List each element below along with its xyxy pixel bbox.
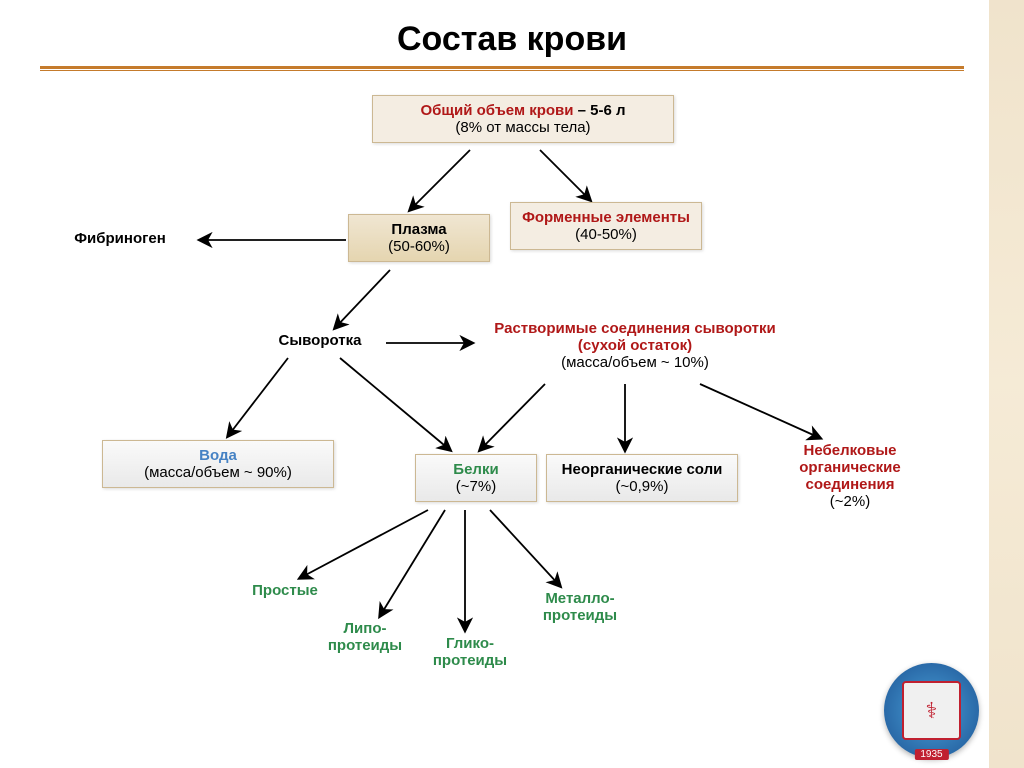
node-simple-title: Простые bbox=[230, 582, 340, 599]
node-water-sub: (масса/объем ~ 90%) bbox=[113, 464, 323, 481]
node-nonprotein-sub: (~2%) bbox=[760, 493, 940, 510]
node-nonprotein: Небелковые органические соединения(~2%) bbox=[760, 442, 940, 510]
node-proteins-sub: (~7%) bbox=[426, 478, 526, 495]
node-total-sub: (8% от массы тела) bbox=[383, 119, 663, 136]
institution-logo: ⚕ 1935 bbox=[884, 663, 979, 758]
title-rule bbox=[40, 66, 964, 71]
node-salts: Неорганические соли(~0,9%) bbox=[546, 454, 738, 502]
node-metallo-title: Металло-протеиды bbox=[520, 590, 640, 624]
node-formed: Форменные элементы(40-50%) bbox=[510, 202, 702, 250]
node-salts-title: Неорганические соли bbox=[557, 461, 727, 478]
node-proteins-title: Белки bbox=[426, 461, 526, 478]
node-soluble-title: Растворимые соединения сыворотки (сухой … bbox=[475, 320, 795, 354]
node-fibrinogen-title: Фибриноген bbox=[45, 230, 195, 247]
node-formed-title: Форменные элементы bbox=[521, 209, 691, 226]
node-fibrinogen: Фибриноген bbox=[45, 230, 195, 247]
node-metallo: Металло-протеиды bbox=[520, 590, 640, 624]
arrow-serum-to-water bbox=[228, 358, 288, 436]
arrow-soluble-to-proteins bbox=[480, 384, 545, 450]
node-lipo-title: Липо-протеиды bbox=[310, 620, 420, 654]
node-serum: Сыворотка bbox=[260, 332, 380, 349]
logo-year: 1935 bbox=[914, 749, 948, 760]
arrow-serum-to-proteins bbox=[340, 358, 450, 450]
node-serum-title: Сыворотка bbox=[260, 332, 380, 349]
node-plasma-title: Плазма bbox=[359, 221, 479, 238]
node-simple: Простые bbox=[230, 582, 340, 599]
node-total-title: Общий объем крови – 5-6 л bbox=[383, 102, 663, 119]
node-lipo: Липо-протеиды bbox=[310, 620, 420, 654]
arrow-proteins-to-lipo bbox=[380, 510, 445, 616]
arrow-proteins-to-simple bbox=[300, 510, 428, 578]
node-total: Общий объем крови – 5-6 л(8% от массы те… bbox=[372, 95, 674, 143]
node-plasma: Плазма(50-60%) bbox=[348, 214, 490, 262]
node-formed-sub: (40-50%) bbox=[521, 226, 691, 243]
arrow-plasma-to-serum bbox=[335, 270, 390, 328]
arrow-soluble-to-nonprotein bbox=[700, 384, 820, 438]
arrow-proteins-to-metallo bbox=[490, 510, 560, 586]
arrow-total-to-formed bbox=[540, 150, 590, 200]
decorative-right-band bbox=[989, 0, 1024, 768]
node-water-title: Вода bbox=[113, 447, 323, 464]
node-soluble-sub: (масса/объем ~ 10%) bbox=[475, 354, 795, 371]
arrow-total-to-plasma bbox=[410, 150, 470, 210]
node-salts-sub: (~0,9%) bbox=[557, 478, 727, 495]
node-proteins: Белки(~7%) bbox=[415, 454, 537, 502]
node-nonprotein-title: Небелковые органические соединения bbox=[760, 442, 940, 493]
node-glyco: Глико-протеиды bbox=[415, 635, 525, 669]
node-water: Вода(масса/объем ~ 90%) bbox=[102, 440, 334, 488]
node-glyco-title: Глико-протеиды bbox=[415, 635, 525, 669]
page-title: Состав крови bbox=[0, 20, 1024, 59]
node-soluble: Растворимые соединения сыворотки (сухой … bbox=[475, 320, 795, 371]
node-plasma-sub: (50-60%) bbox=[359, 238, 479, 255]
